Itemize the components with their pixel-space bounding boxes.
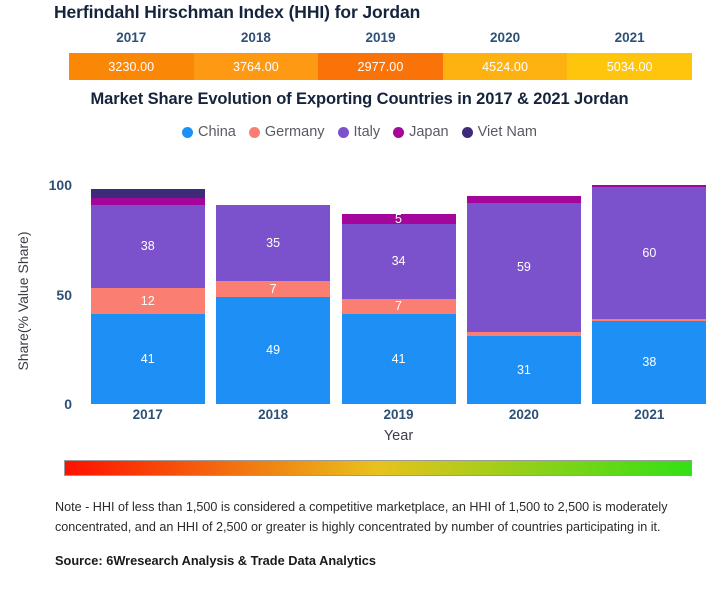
bar-segment-japan[interactable] xyxy=(466,195,581,203)
hhi-value-cell: 3764.00 xyxy=(193,53,319,80)
stacked-bar[interactable]: 31 59 xyxy=(466,195,581,404)
y-axis-tick: 100 xyxy=(48,177,72,193)
bar-segment-japan[interactable] xyxy=(592,185,707,188)
hhi-value-cell: 5034.00 xyxy=(567,53,692,80)
bar-segment-value: 12 xyxy=(140,293,155,308)
bar-segment-italy[interactable]: 34 xyxy=(341,224,456,299)
bar-slot: 38 60 xyxy=(587,185,712,404)
legend-dot-icon xyxy=(248,126,260,138)
x-axis-tick: 2020 xyxy=(508,407,539,422)
x-axis-tick: 2019 xyxy=(383,407,414,422)
hhi-value-cell: 4524.00 xyxy=(442,53,568,80)
bar-segment-china[interactable]: 49 xyxy=(216,296,331,404)
hhi-year-header-row: 2017 2018 2019 2020 2021 xyxy=(69,30,692,45)
y-axis-ticks: 100 50 0 xyxy=(20,177,72,412)
footnote-text: Note - HHI of less than 1,500 is conside… xyxy=(55,500,668,534)
bar-segment-value: 5 xyxy=(395,211,402,226)
chart-legend: China Germany Italy Japan Viet Nam xyxy=(0,124,719,140)
bar-segment-value: 41 xyxy=(140,351,155,366)
stacked-bar[interactable]: 41 12 38 xyxy=(90,189,205,404)
legend-label: Viet Nam xyxy=(477,124,537,140)
bar-segment-germany[interactable] xyxy=(466,331,581,337)
bar-segment-value: 38 xyxy=(642,355,657,370)
bar-group: 41 12 38 49 7 35 41 7 34 5 31 59 38 60 xyxy=(85,185,712,404)
hhi-year-label: 2021 xyxy=(614,30,645,45)
bar-segment-value: 59 xyxy=(516,259,531,274)
bar-segment-china[interactable]: 38 xyxy=(592,320,707,404)
hhi-value-cell: 2977.00 xyxy=(318,53,443,80)
x-axis-label: Year xyxy=(383,428,414,444)
x-axis-ticks: 2017 2018 2019 2020 2021 xyxy=(85,407,712,422)
x-axis-tick: 2017 xyxy=(132,407,163,422)
stacked-bar[interactable]: 41 7 34 5 xyxy=(341,211,456,404)
stacked-bar[interactable]: 38 60 xyxy=(592,185,707,404)
hhi-year-label: 2018 xyxy=(240,30,271,45)
hhi-title: Herfindahl Hirschman Index (HHI) for Jor… xyxy=(54,2,421,22)
bar-segment-value: 7 xyxy=(269,281,277,296)
bar-slot: 41 12 38 xyxy=(85,185,210,404)
bar-segment-viet-nam[interactable] xyxy=(90,189,205,199)
bar-segment-value: 34 xyxy=(391,254,406,269)
legend-dot-icon xyxy=(181,126,193,138)
legend-item-germany[interactable]: Germany xyxy=(248,124,325,140)
hhi-value-cell: 3230.00 xyxy=(69,53,194,80)
source-text: Source: 6Wresearch Analysis & Trade Data… xyxy=(55,553,377,568)
hhi-year-label: 2020 xyxy=(490,30,521,45)
y-axis-tick: 50 xyxy=(56,286,72,303)
bar-segment-china[interactable]: 41 xyxy=(341,314,456,404)
bar-segment-value: 31 xyxy=(516,362,531,377)
stacked-bar-chart: Share(% Value Share) 100 50 0 41 12 38 49 7 3… xyxy=(0,177,719,444)
legend-item-viet-nam[interactable]: Viet Nam xyxy=(461,124,537,140)
bar-segment-germany[interactable]: 7 xyxy=(216,281,331,297)
bar-segment-italy[interactable]: 59 xyxy=(466,202,581,332)
stacked-bar[interactable]: 49 7 35 xyxy=(216,204,331,404)
legend-label: Germany xyxy=(264,124,325,140)
bar-segment-value: 49 xyxy=(266,343,281,358)
bar-segment-italy[interactable]: 38 xyxy=(90,204,205,288)
legend-dot-icon xyxy=(393,126,405,138)
bar-segment-value: 35 xyxy=(266,235,281,250)
legend-label: China xyxy=(197,124,236,140)
legend-dot-icon xyxy=(337,126,349,138)
bar-slot: 41 7 34 5 xyxy=(336,185,461,404)
bar-segment-value: 7 xyxy=(395,299,402,314)
bar-segment-china[interactable]: 31 xyxy=(466,336,581,404)
bar-segment-value: 41 xyxy=(391,351,406,366)
bar-slot: 31 59 xyxy=(461,185,586,404)
bar-segment-germany[interactable]: 12 xyxy=(90,287,205,315)
bar-segment-italy[interactable]: 60 xyxy=(592,187,707,319)
x-axis-tick: 2021 xyxy=(634,407,665,422)
legend-item-china[interactable]: China xyxy=(181,124,236,140)
bar-segment-value: 38 xyxy=(140,239,155,254)
bar-segment-germany[interactable] xyxy=(592,318,707,321)
legend-item-italy[interactable]: Italy xyxy=(337,124,381,140)
bar-segment-japan[interactable] xyxy=(90,198,205,205)
x-axis-tick: 2018 xyxy=(258,407,289,422)
hhi-year-label: 2019 xyxy=(365,30,396,45)
bar-segment-germany[interactable]: 7 xyxy=(341,298,456,315)
bar-segment-japan[interactable]: 5 xyxy=(341,211,456,226)
legend-label: Italy xyxy=(353,124,381,140)
hhi-value-bar: 3230.00 3764.00 2977.00 4524.00 5034.00 xyxy=(69,53,692,80)
bar-slot: 49 7 35 xyxy=(210,185,335,404)
legend-label: Japan xyxy=(409,124,449,140)
bar-segment-china[interactable]: 41 xyxy=(90,314,205,404)
legend-dot-icon xyxy=(461,126,473,138)
bar-segment-value: 60 xyxy=(642,245,657,260)
hhi-gradient-scale xyxy=(64,460,692,476)
hhi-year-label: 2017 xyxy=(116,30,147,45)
y-axis-tick: 0 xyxy=(64,396,72,412)
chart-title: Market Share Evolution of Exporting Coun… xyxy=(90,90,629,108)
bar-segment-italy[interactable]: 35 xyxy=(216,204,331,282)
legend-item-japan[interactable]: Japan xyxy=(393,124,449,140)
